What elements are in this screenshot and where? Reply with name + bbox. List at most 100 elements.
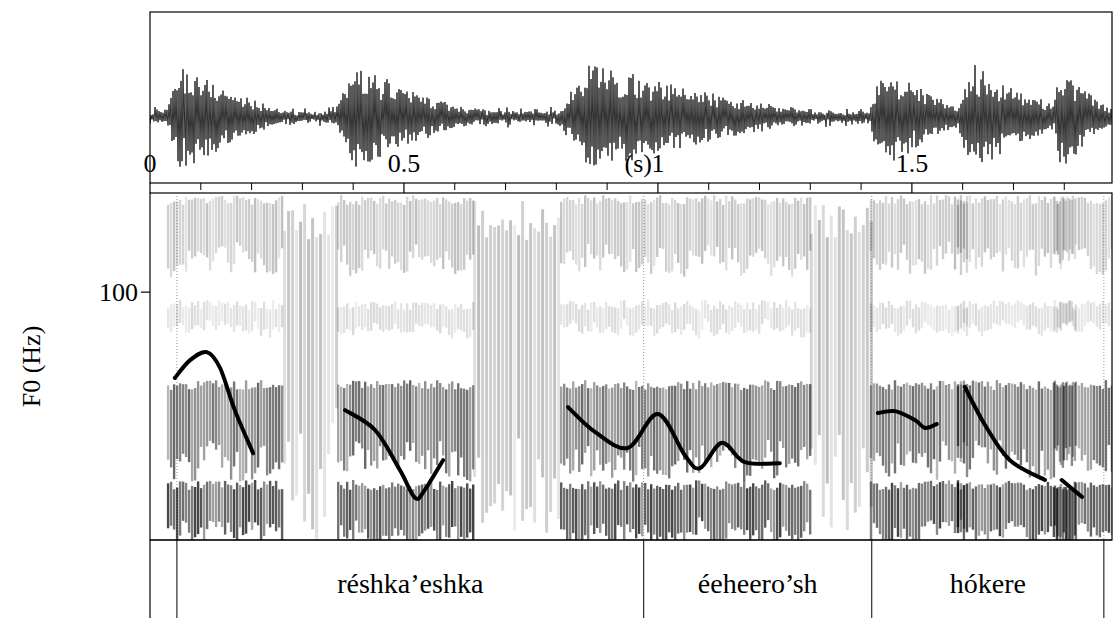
spectrogram-striation bbox=[469, 198, 471, 260]
spectrogram-striation bbox=[221, 196, 223, 247]
spectrogram-striation bbox=[439, 204, 441, 258]
spectrogram-striation bbox=[173, 489, 175, 529]
spectrogram-striation bbox=[394, 487, 396, 529]
page: {"chart_data": { "type": "line", "y_labe… bbox=[0, 0, 1114, 622]
spectrogram-striation bbox=[698, 381, 700, 473]
word-label: réshka’eshka bbox=[337, 568, 484, 599]
spectrogram-striation bbox=[170, 390, 172, 468]
spectrogram-striation bbox=[921, 383, 923, 457]
spectrogram-striation bbox=[191, 200, 193, 259]
spectrogram-striation bbox=[963, 201, 965, 262]
x-tick bbox=[149, 183, 150, 193]
spectrogram-striation bbox=[897, 199, 899, 270]
spectrogram-striation bbox=[915, 200, 917, 265]
spectrogram-striation bbox=[242, 197, 244, 252]
spectrogram-striation bbox=[677, 483, 679, 534]
spectrogram-striation bbox=[644, 200, 646, 257]
spectrogram-noise bbox=[331, 206, 334, 423]
spectrogram-striation bbox=[1099, 485, 1101, 537]
spectrogram-striation bbox=[239, 198, 241, 245]
spectrogram-striation bbox=[448, 201, 450, 259]
spectrogram-striation bbox=[936, 386, 938, 480]
spectrogram-striation bbox=[1066, 197, 1068, 253]
spectrogram-striation bbox=[245, 480, 247, 533]
spectrogram-striation bbox=[957, 386, 959, 458]
f0-contour-group bbox=[175, 352, 1082, 499]
spectrogram-striation bbox=[725, 383, 727, 447]
spectrogram-striation bbox=[569, 200, 571, 251]
spectrogram-noise bbox=[477, 225, 480, 457]
spectrogram-striation bbox=[1075, 198, 1077, 245]
spectrogram-striation bbox=[990, 484, 992, 531]
spectrogram-striation bbox=[674, 486, 676, 540]
spectrogram-striation bbox=[466, 201, 468, 255]
spectrogram-striation bbox=[1057, 386, 1059, 445]
spectrogram-striation bbox=[785, 300, 787, 327]
spectrogram-striation bbox=[776, 488, 778, 540]
spectrogram-striation bbox=[951, 204, 953, 253]
spectrogram-striation bbox=[569, 484, 571, 540]
spectrogram-striation bbox=[197, 381, 199, 468]
spectrogram-noise bbox=[319, 234, 322, 469]
spectrogram-striation bbox=[722, 205, 724, 262]
spectrogram-noise bbox=[525, 240, 528, 509]
x-minor-tick bbox=[1013, 183, 1014, 190]
spectrogram-striation bbox=[942, 306, 944, 331]
spectrogram-noise bbox=[489, 225, 492, 506]
spectrogram-striation bbox=[254, 198, 256, 272]
spectrogram-striation bbox=[599, 387, 601, 465]
spectrogram-striation bbox=[272, 486, 274, 524]
spectrogram-striation bbox=[421, 303, 423, 327]
spectrogram-striation bbox=[599, 201, 601, 271]
spectrogram-striation bbox=[206, 381, 208, 447]
spectrogram-striation bbox=[683, 304, 685, 330]
spectrogram-striation bbox=[647, 489, 649, 532]
spectrogram-striation bbox=[355, 302, 357, 329]
spectrogram-striation bbox=[572, 488, 574, 533]
spectrogram-striation bbox=[1002, 387, 1004, 456]
spectrogram-striation bbox=[1054, 485, 1056, 525]
spectrogram-striation bbox=[797, 487, 799, 540]
spectrogram-striation bbox=[382, 485, 384, 536]
spectrogram-striation bbox=[278, 303, 280, 332]
spectrogram-striation bbox=[1093, 204, 1095, 267]
spectrogram-striation bbox=[472, 485, 474, 540]
spectrogram-striation bbox=[761, 199, 763, 251]
spectrogram-striation bbox=[1093, 485, 1095, 527]
spectrogram-striation bbox=[188, 490, 190, 533]
spectrogram-striation bbox=[239, 306, 241, 326]
spectrogram-striation bbox=[412, 385, 414, 443]
x-tick-label: 0.5 bbox=[388, 149, 421, 178]
spectrogram-striation bbox=[879, 200, 881, 270]
spectrogram-striation bbox=[972, 203, 974, 249]
spectrogram-striation bbox=[876, 308, 878, 332]
spectrogram-striation bbox=[218, 300, 220, 325]
spectrogram-striation bbox=[692, 383, 694, 473]
spectrogram-striation bbox=[806, 384, 808, 459]
spectrogram-striation bbox=[674, 200, 676, 254]
spectrogram-striation bbox=[779, 483, 781, 538]
spectrogram-striation bbox=[656, 387, 658, 474]
spectrogram-striation bbox=[418, 485, 420, 536]
spectrogram-striation bbox=[388, 384, 390, 456]
spectrogram-striation bbox=[451, 481, 453, 527]
spectrogram-striation bbox=[767, 382, 769, 440]
spectrogram-striation bbox=[626, 307, 628, 325]
spectrogram-striation bbox=[1029, 488, 1031, 540]
spectrogram-striation bbox=[1066, 303, 1068, 325]
spectrogram-striation bbox=[215, 306, 217, 330]
spectrogram-striation bbox=[167, 308, 169, 328]
spectrogram-striation bbox=[203, 198, 205, 255]
spectrogram-striation bbox=[388, 487, 390, 540]
spectrogram-striation bbox=[179, 300, 181, 323]
spectrogram-striation bbox=[608, 488, 610, 540]
spectrogram-striation bbox=[596, 203, 598, 255]
spectrogram-striation bbox=[439, 305, 441, 334]
spectrogram-striation bbox=[1008, 481, 1010, 523]
x-minor-tick bbox=[1064, 183, 1065, 190]
spectrogram-striation bbox=[1050, 306, 1052, 331]
spectrogram-striation bbox=[635, 484, 637, 538]
spectrogram-striation bbox=[248, 199, 250, 259]
spectrogram-striation bbox=[560, 482, 562, 529]
spectrogram-striation bbox=[563, 488, 565, 530]
